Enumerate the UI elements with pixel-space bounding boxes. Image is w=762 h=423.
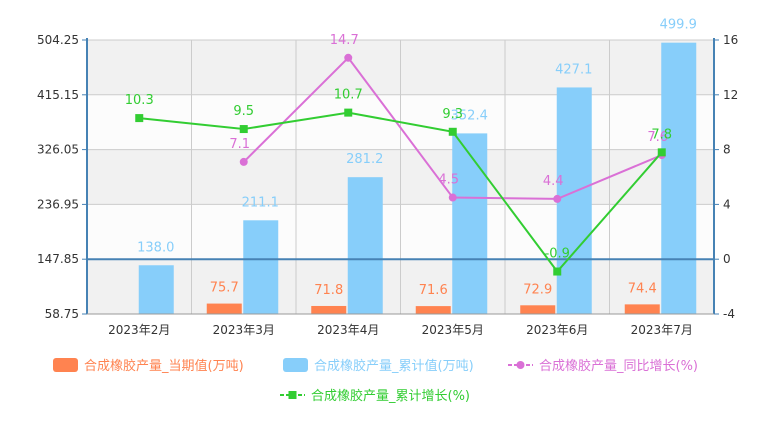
bar-current-label: 71.6 xyxy=(419,283,448,298)
yoy-label: 7.1 xyxy=(229,137,250,152)
legend: 合成橡胶产量_当期值(万吨) 合成橡胶产量_累计值(万吨) 合成橡胶产量_同比增长(… xyxy=(53,358,698,404)
bar-current-label: 74.4 xyxy=(628,281,657,296)
bar-current-4 xyxy=(415,306,451,314)
bar-cumulative-label: 138.0 xyxy=(137,240,174,255)
cumulative-growth-label: -0.9 xyxy=(545,247,570,262)
bar-cumulative-label: 499.9 xyxy=(660,18,697,33)
right-tick-label: 0 xyxy=(723,252,731,266)
right-tick-label: 12 xyxy=(723,88,738,102)
right-tick-label: 16 xyxy=(723,33,738,47)
legend-label: 合成橡胶产量_同比增长(%) xyxy=(539,358,698,374)
bar-cumulative-4 xyxy=(452,133,488,314)
right-tick-label: -4 xyxy=(723,307,735,321)
yoy-point-2 xyxy=(239,157,248,166)
bar-current-3 xyxy=(311,305,347,314)
left-tick-label: 147.85 xyxy=(37,252,79,266)
x-tick-label: 2023年4月 xyxy=(317,323,379,337)
legend-item-1: 合成橡胶产量_当期值(万吨) xyxy=(53,358,244,374)
right-tick-label: 8 xyxy=(723,143,731,157)
yoy-label: 14.7 xyxy=(330,33,359,48)
bar-current-5 xyxy=(520,305,556,314)
x-tick-label: 2023年5月 xyxy=(422,323,484,337)
cumulative-growth-label: 9.3 xyxy=(442,107,463,122)
yoy-point-5 xyxy=(553,194,562,203)
bars xyxy=(138,42,697,315)
left-tick-label: 58.75 xyxy=(45,307,79,321)
cumulative-growth-point-1 xyxy=(135,114,144,123)
cumulative-growth-label: 7.8 xyxy=(651,127,672,142)
x-tick-label: 2023年2月 xyxy=(108,323,170,337)
lines xyxy=(135,53,666,276)
yoy-label: 4.4 xyxy=(543,174,564,189)
cumulative-growth-point-5 xyxy=(553,267,562,276)
cumulative-growth-point-6 xyxy=(657,148,666,157)
bar-current-label: 75.7 xyxy=(210,281,239,296)
yoy-label: 4.5 xyxy=(438,173,459,188)
bar-cumulative-label: 281.2 xyxy=(346,152,383,167)
cumulative-growth-point-3 xyxy=(344,108,353,117)
bar-cumulative-5 xyxy=(556,87,592,314)
x-tick-label: 2023年6月 xyxy=(526,323,588,337)
bar-current-label: 71.8 xyxy=(314,283,343,298)
yoy-label: 7.6 xyxy=(647,130,668,145)
right-tick-label: 4 xyxy=(723,197,731,211)
legend-item-2: 合成橡胶产量_累计值(万吨) xyxy=(283,358,474,374)
legend-swatch xyxy=(53,358,78,372)
bar-cumulative-6 xyxy=(661,42,697,315)
legend-item-4: 合成橡胶产量_累计增长(%) xyxy=(280,388,470,404)
bar-current-2 xyxy=(206,303,242,314)
legend-swatch xyxy=(283,358,308,372)
bar-current-label: 72.9 xyxy=(523,282,552,297)
left-tick-label: 504.25 xyxy=(37,33,79,47)
legend-label: 合成橡胶产量_累计增长(%) xyxy=(311,388,470,404)
axes: 58.75 147.85 236.95 326.05 415.15 504.25 -4 0 4 8… xyxy=(37,33,738,337)
cumulative-growth-label: 10.3 xyxy=(125,93,154,108)
legend-label: 合成橡胶产量_当期值(万吨) xyxy=(84,358,244,374)
yoy-point-3 xyxy=(344,53,353,62)
legend-item-3: 合成橡胶产量_同比增长(%) xyxy=(508,358,698,374)
bar-cumulative-3 xyxy=(347,177,383,314)
bar-cumulative-label: 427.1 xyxy=(555,62,592,77)
cumulative-growth-line xyxy=(139,111,663,274)
cumulative-growth-label: 10.7 xyxy=(334,88,363,103)
bar-cumulative-1 xyxy=(138,265,174,314)
left-tick-label: 415.15 xyxy=(37,88,79,102)
left-tick-label: 236.95 xyxy=(37,197,79,211)
cumulative-growth-point-2 xyxy=(239,125,248,134)
legend-swatch-marker xyxy=(516,361,525,369)
legend-swatch-marker xyxy=(288,391,297,399)
bar-current-6 xyxy=(624,304,660,314)
x-tick-label: 2023年3月 xyxy=(213,323,275,337)
bar-cumulative-label: 211.1 xyxy=(242,195,279,210)
bar-cumulative-2 xyxy=(243,220,279,314)
cumulative-growth-label: 9.5 xyxy=(233,104,254,119)
cumulative-growth-point-4 xyxy=(448,127,457,136)
x-tick-label: 2023年7月 xyxy=(631,323,693,337)
bar-cumulative-label: 352.4 xyxy=(451,108,488,123)
data-labels: 138.0 10.3 75.7 211.1 7.1 9.5 71.8 281.2 14.7 10.… xyxy=(125,18,697,298)
legend-label: 合成橡胶产量_累计值(万吨) xyxy=(314,358,474,374)
left-tick-label: 326.05 xyxy=(37,143,79,157)
yoy-point-4 xyxy=(448,193,457,202)
